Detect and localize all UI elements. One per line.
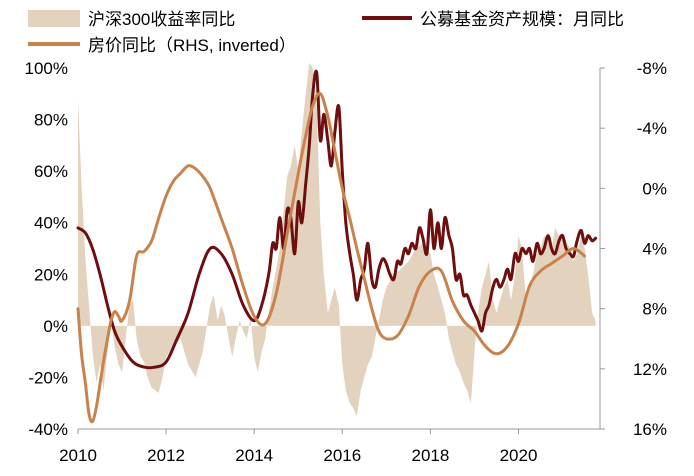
x-tick-label: 2016 (323, 446, 361, 465)
y-left-tick-label: 20% (34, 265, 68, 284)
y-left-tick-label: 100% (25, 59, 68, 78)
y-left-tick-label: 60% (34, 162, 68, 181)
legend-label-fund-assets: 公募基金资产规模：月同比 (420, 10, 624, 29)
x-tick-label: 2014 (235, 446, 273, 465)
y-right-tick-label: 12% (633, 360, 667, 379)
y-right-tick-label: -8% (637, 59, 667, 78)
x-tick-label: 2012 (147, 446, 185, 465)
y-right-tick-label: 4% (642, 240, 667, 259)
y-right-tick-label: -4% (637, 119, 667, 138)
y-left-tick-label: -20% (28, 368, 68, 387)
y-right-tick-label: 8% (642, 300, 667, 319)
y-left-tick-label: 80% (34, 111, 68, 130)
legend-label-house-price: 房价同比（RHS, inverted） (88, 36, 296, 55)
legend-swatch-hs300-return (28, 10, 80, 27)
axes: 2010 2012 2014 2016 2018 2020 -40% -20% 0% 20% 40%… (25, 59, 667, 465)
x-tick-label: 2020 (500, 446, 538, 465)
y-left-tick-label: -40% (28, 420, 68, 439)
plot-area (76, 62, 598, 424)
legend: 沪深300收益率同比 公募基金资产规模：月同比 房价同比（RHS, invert… (28, 10, 624, 55)
x-tick-label: 2018 (411, 446, 449, 465)
series-line-house-price (76, 91, 587, 424)
legend-label-hs300-return: 沪深300收益率同比 (88, 10, 235, 29)
series-area-hs300-return (78, 62, 596, 417)
x-tick-label: 2010 (59, 446, 97, 465)
y-left-tick-label: 0% (43, 317, 68, 336)
y-right-tick-label: 0% (642, 179, 667, 198)
y-left-tick-label: 40% (34, 214, 68, 233)
y-right-tick-label: 16% (633, 420, 667, 439)
